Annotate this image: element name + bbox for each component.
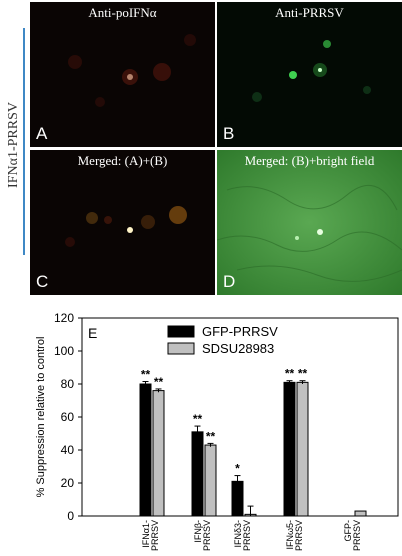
cell-spot	[289, 71, 297, 79]
cell-spot	[122, 69, 138, 85]
legend-swatch	[167, 342, 195, 355]
significance-label: **	[193, 412, 203, 426]
bar	[191, 431, 204, 517]
chart-svg: 0 20 40 60 80 100 120 % Suppression relative to…	[35, 311, 399, 551]
bar	[354, 510, 367, 517]
cell-spot	[127, 227, 133, 233]
side-label: IFNα1-PRRSV	[2, 20, 26, 260]
significance-label: **	[298, 367, 308, 381]
side-label-text: IFNα1-PRRSV	[6, 102, 21, 188]
cell-spot	[86, 212, 98, 224]
panel-b: Anti-PRRSV B	[217, 2, 402, 147]
legend-label: SDSU28983	[202, 341, 274, 356]
legend-swatch	[167, 325, 195, 338]
panel-a-letter: A	[36, 124, 48, 143]
category-label: GFP-	[343, 520, 353, 542]
panel-a: Anti-poIFNα A	[30, 2, 215, 147]
panel-c: Merged: (A)+(B) C	[30, 150, 215, 295]
y-tick-label: 100	[54, 344, 74, 358]
panel-d-image	[217, 150, 402, 295]
cell-spot	[95, 97, 105, 107]
panel-d-caption: Merged: (B)+bright field	[244, 153, 375, 168]
panel-c-caption: Merged: (A)+(B)	[77, 153, 168, 168]
bar	[283, 381, 296, 517]
panel-c-letter: C	[36, 272, 49, 291]
panel-b-caption: Anti-PRRSV	[275, 5, 344, 20]
cell-spot	[252, 92, 262, 102]
panel-d-letter: D	[223, 272, 236, 291]
y-tick-label: 20	[61, 476, 75, 490]
panel-a-caption: Anti-poIFNα	[88, 5, 157, 20]
category-label: PRRSV	[294, 520, 304, 551]
panel-c-image	[30, 150, 215, 295]
panel-d: Merged: (B)+bright field D	[217, 150, 402, 295]
cell-spot	[317, 229, 323, 235]
category-label: PRRSV	[202, 520, 212, 551]
cell-spot	[363, 86, 371, 94]
category-label: PRRSV	[242, 520, 252, 551]
cell-spot	[169, 206, 187, 224]
significance-label: *	[235, 462, 240, 476]
bar	[152, 390, 165, 517]
category-label: IFNα1-	[141, 520, 151, 548]
bar	[204, 444, 217, 517]
bar	[139, 383, 152, 517]
cell-spot	[153, 63, 171, 81]
category-label: IFNδ3-	[233, 520, 243, 548]
panel-b-letter: B	[223, 124, 235, 143]
cell-spot	[68, 55, 82, 69]
category-label: PRRSV	[150, 520, 160, 551]
panel-a-image	[30, 2, 215, 147]
significance-label: **	[141, 368, 151, 382]
y-tick-label: 60	[61, 410, 75, 424]
significance-label: **	[285, 367, 295, 381]
cell-spot	[65, 237, 75, 247]
category-label: PRRSV	[352, 520, 362, 551]
category-label: IFNβ-	[193, 520, 203, 543]
cell-spot	[141, 215, 155, 229]
chart-panel-label: E	[88, 325, 97, 341]
significance-label: **	[154, 375, 164, 389]
legend-label: GFP-PRRSV	[202, 324, 278, 339]
y-tick-label: 120	[54, 311, 74, 325]
y-tick-label: 80	[61, 377, 75, 391]
cell-spot	[323, 40, 331, 48]
cell-spot	[318, 68, 322, 72]
y-axis-label: % Suppression relative to control	[35, 337, 47, 498]
category-label: IFNω5-	[285, 520, 295, 550]
cell-spot	[295, 236, 299, 240]
significance-label: **	[206, 429, 216, 443]
panel-b-image	[217, 2, 402, 147]
cell-spot	[104, 216, 112, 224]
cell-spot	[184, 34, 196, 46]
y-tick-label: 0	[67, 509, 74, 523]
bar-chart: 0 20 40 60 80 100 120 % Suppression relative to…	[0, 302, 402, 556]
y-tick-label: 40	[61, 443, 75, 457]
bar	[296, 381, 309, 517]
